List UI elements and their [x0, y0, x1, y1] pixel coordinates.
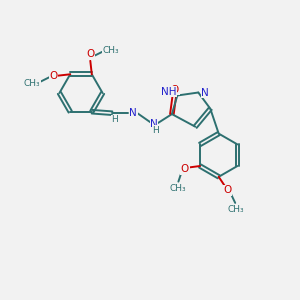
Text: N: N: [201, 88, 209, 98]
Text: CH₃: CH₃: [227, 205, 244, 214]
Text: CH₃: CH₃: [102, 46, 119, 56]
Text: H: H: [152, 126, 159, 135]
Text: O: O: [50, 71, 58, 81]
Text: O: O: [171, 85, 179, 94]
Text: CH₃: CH₃: [169, 184, 186, 193]
Text: O: O: [181, 164, 189, 174]
Text: NH: NH: [161, 87, 177, 97]
Text: N: N: [150, 119, 158, 129]
Text: N: N: [129, 108, 137, 118]
Text: O: O: [86, 49, 94, 59]
Text: CH₃: CH₃: [24, 79, 40, 88]
Text: H: H: [111, 115, 118, 124]
Text: O: O: [224, 185, 232, 195]
